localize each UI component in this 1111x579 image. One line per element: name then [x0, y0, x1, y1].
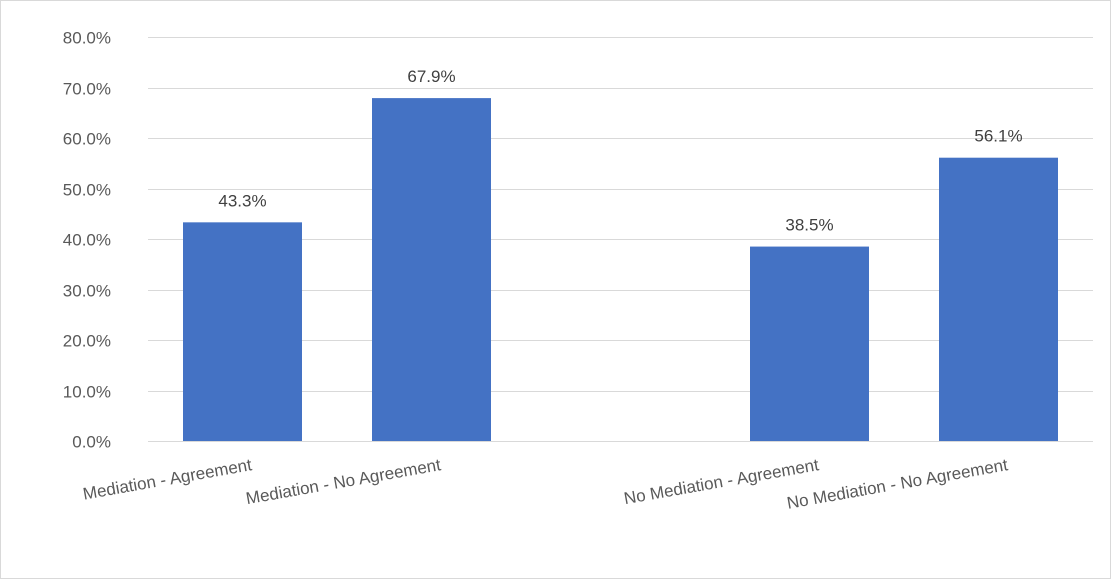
gridlines: [148, 37, 1093, 442]
y-tick-label: 60.0%: [63, 130, 111, 149]
y-tick-label: 40.0%: [63, 231, 111, 250]
bar: [939, 157, 1058, 441]
y-tick-label: 30.0%: [63, 282, 111, 301]
y-tick-label: 70.0%: [63, 80, 111, 99]
y-tick-label: 50.0%: [63, 181, 111, 200]
x-category-label: No Mediation - No Agreement: [785, 455, 1009, 513]
data-labels: 43.3% 67.9% 38.5% 56.1%: [218, 67, 1022, 234]
data-label: 56.1%: [974, 127, 1022, 146]
data-label: 43.3%: [218, 191, 266, 210]
y-tick-label: 10.0%: [63, 383, 111, 402]
y-tick-label: 0.0%: [72, 433, 111, 452]
y-tick-label: 20.0%: [63, 332, 111, 351]
y-axis-tick-labels: 0.0% 10.0% 20.0% 30.0% 40.0% 50.0% 60.0% 70.0% 8…: [63, 29, 111, 452]
bar: [750, 246, 869, 441]
data-label: 67.9%: [407, 67, 455, 86]
x-category-label: Mediation - Agreement: [81, 455, 253, 503]
bars: [183, 98, 1058, 441]
bar: [183, 222, 302, 441]
y-tick-label: 80.0%: [63, 29, 111, 48]
x-category-label: Mediation - No Agreement: [244, 455, 442, 508]
data-label: 38.5%: [785, 216, 833, 235]
bar: [372, 98, 491, 441]
